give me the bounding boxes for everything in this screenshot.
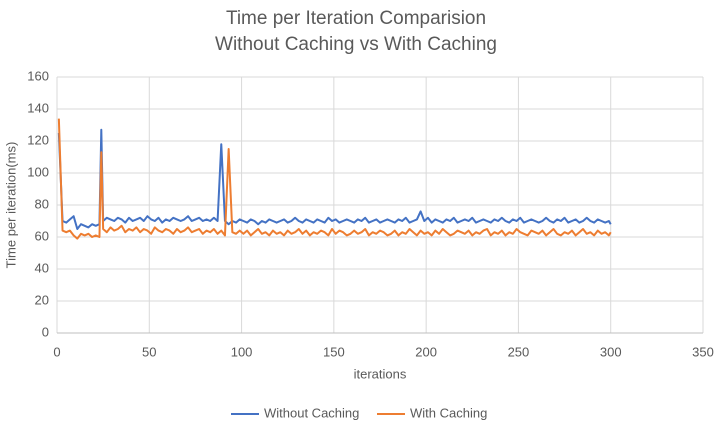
chart-title: Time per Iteration Comparision xyxy=(226,8,486,29)
x-tick-label: 100 xyxy=(231,344,253,359)
x-tick-label: 250 xyxy=(508,344,530,359)
legend: Without Caching With Caching xyxy=(231,405,487,420)
legend-label: With Caching xyxy=(410,405,487,420)
y-tick-label: 120 xyxy=(27,132,49,147)
y-tick-label: 160 xyxy=(27,68,49,83)
y-tick-label: 100 xyxy=(27,164,49,179)
x-tick-label: 350 xyxy=(692,344,714,359)
plot-area xyxy=(57,118,612,240)
y-tick-label: 80 xyxy=(35,196,49,211)
x-tick-label: 0 xyxy=(53,344,60,359)
grid: 0 20 40 60 80 100 120 140 160 0 50 100 150 200 250 300 3… xyxy=(27,68,714,359)
x-axis-label: iterations xyxy=(354,366,407,381)
series-line xyxy=(57,128,612,230)
y-tick-label: 40 xyxy=(35,260,49,275)
series-line xyxy=(57,118,612,240)
x-tick-label: 200 xyxy=(415,344,437,359)
chart-subtitle: Without Caching vs With Caching xyxy=(215,34,497,55)
y-tick-label: 140 xyxy=(27,100,49,115)
y-tick-label: 60 xyxy=(35,228,49,243)
y-tick-label: 20 xyxy=(35,292,49,307)
x-tick-label: 50 xyxy=(142,344,156,359)
y-axis-label: Time per iteration(ms) xyxy=(3,142,18,269)
x-tick-label: 150 xyxy=(323,344,345,359)
y-tick-label: 0 xyxy=(42,324,49,339)
x-tick-label: 300 xyxy=(600,344,622,359)
legend-label: Without Caching xyxy=(264,405,359,420)
